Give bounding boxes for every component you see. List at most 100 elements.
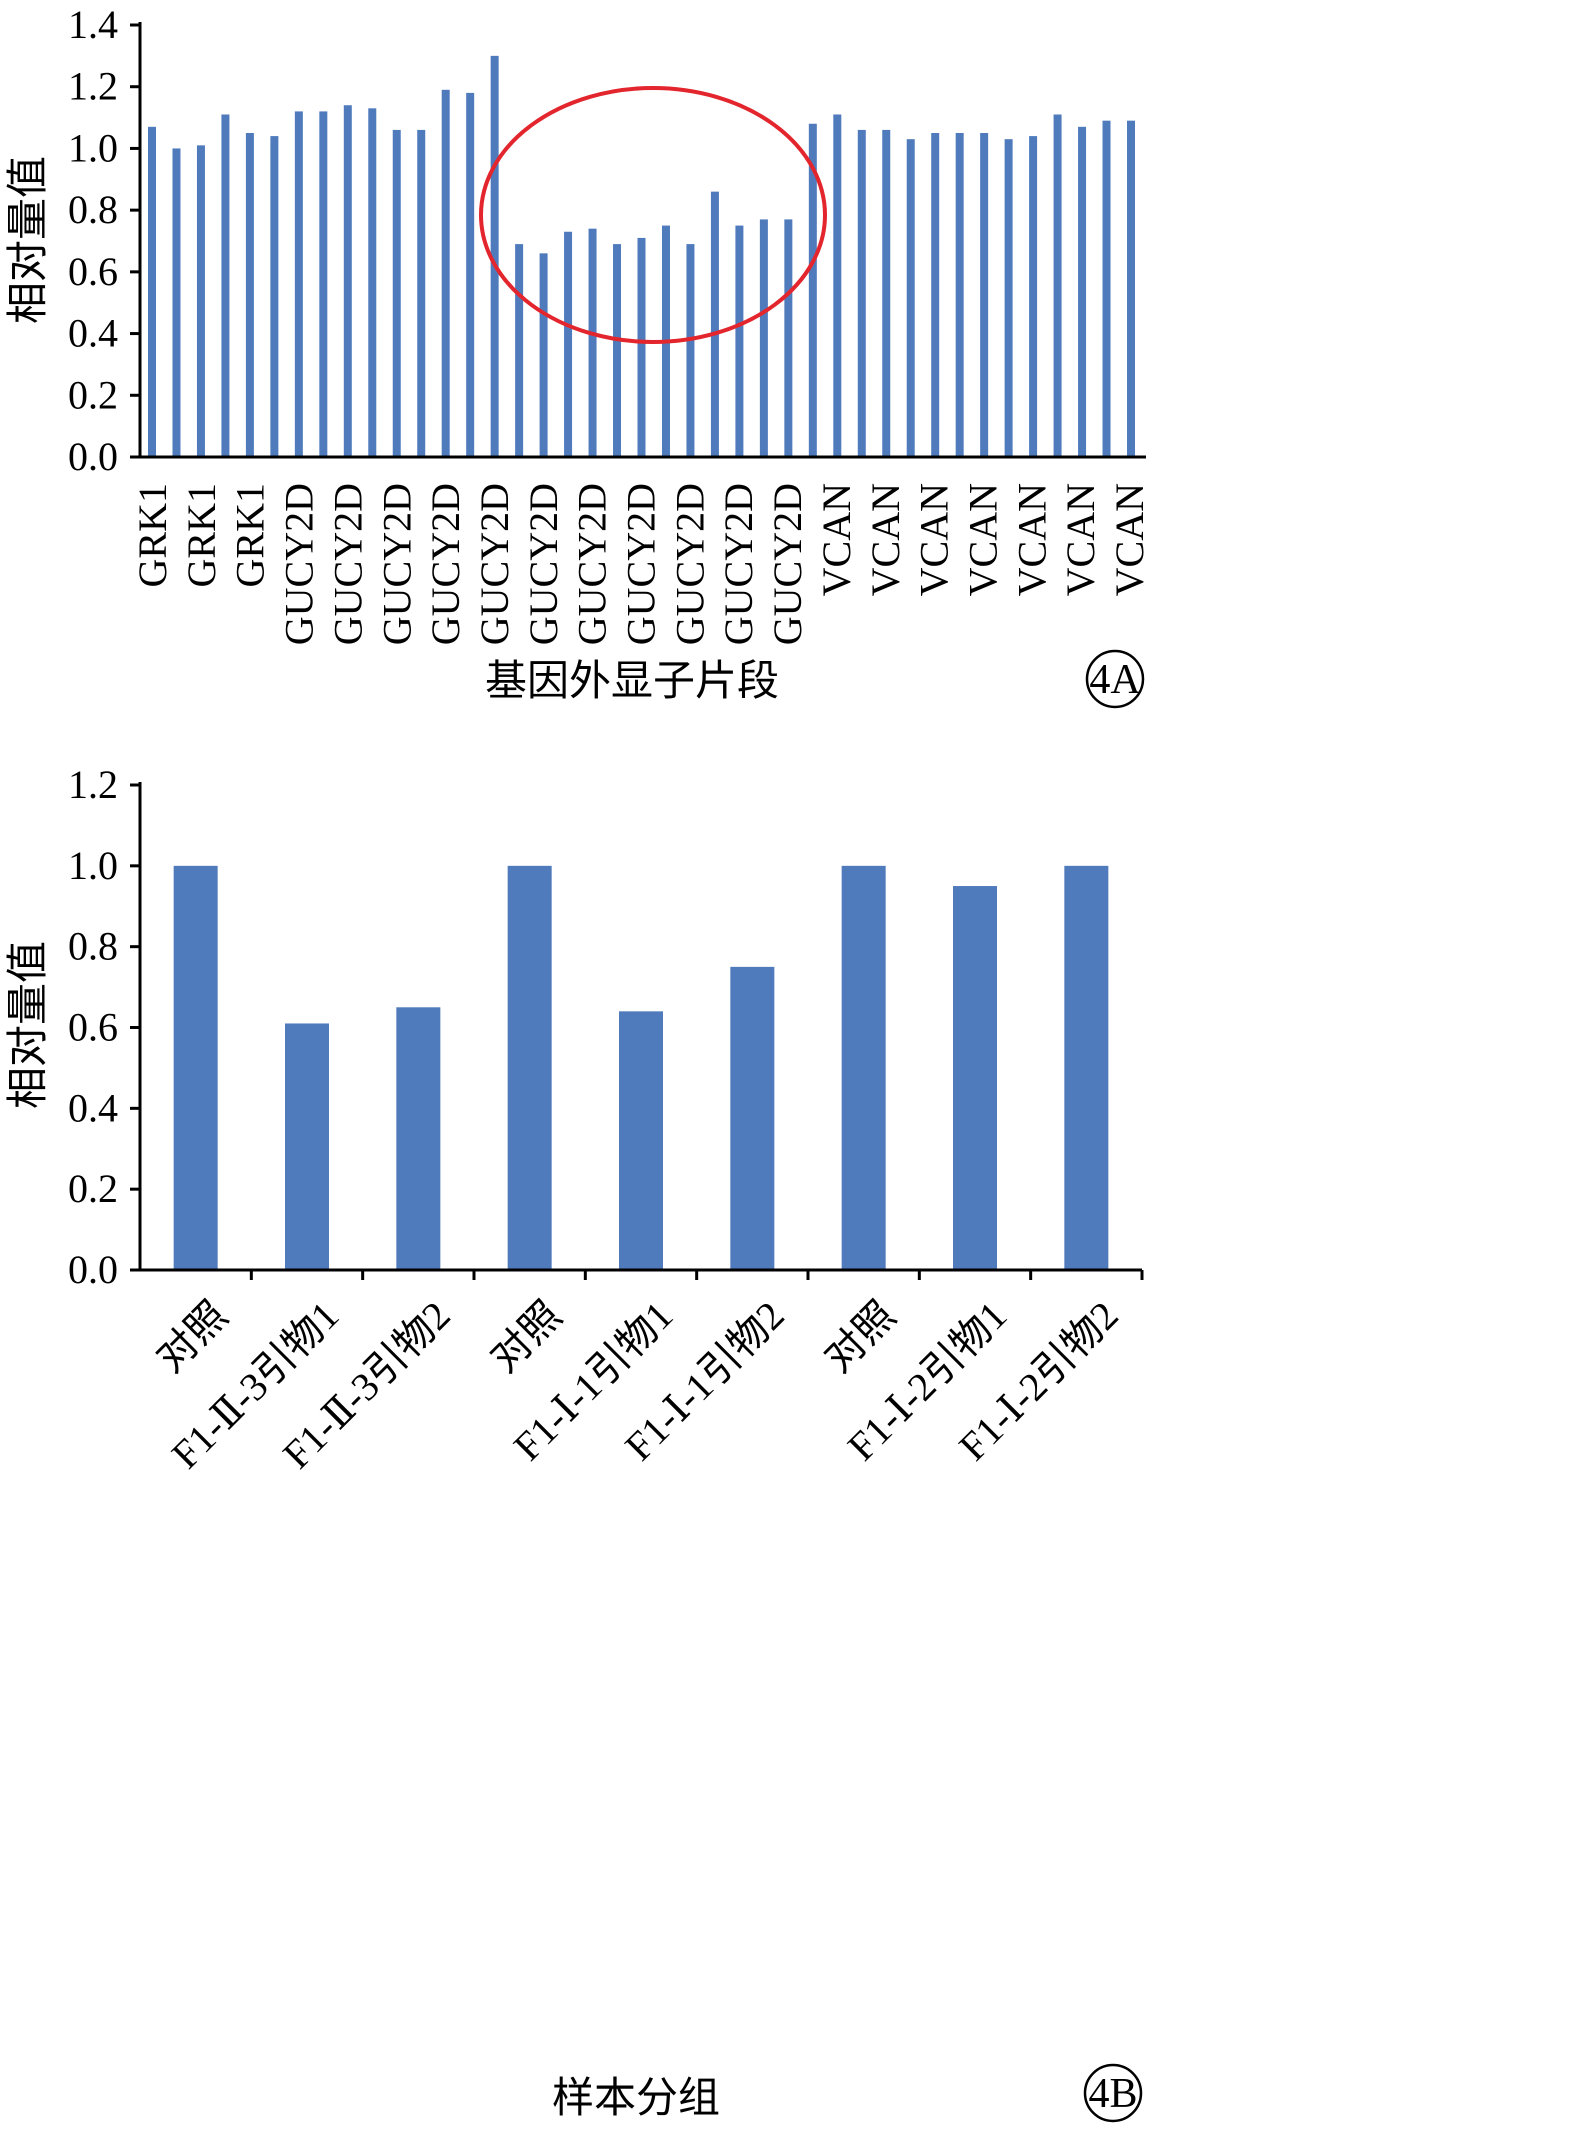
panel-label-circle bbox=[1085, 649, 1145, 709]
x-tick-label: 对照 bbox=[148, 1293, 236, 1381]
bar bbox=[735, 225, 744, 457]
panel-label-circle bbox=[1083, 2063, 1143, 2123]
x-tick-label: GUCY2D bbox=[667, 483, 712, 645]
chart-4b-y-axis-ticks: 0.0 0.2 0.4 0.6 0.8 1.0 1.2 bbox=[68, 762, 1144, 1292]
panel-label-text: 4A bbox=[1089, 657, 1141, 703]
x-tick-label: GUCY2D bbox=[325, 483, 370, 645]
x-tick-label: GUCY2D bbox=[716, 483, 761, 645]
y-tick-label: 1.2 bbox=[68, 762, 118, 807]
chart-4b: 0.0 0.2 0.4 0.6 0.8 1.0 1.2 对照F1-Ⅱ-3引物1F1-Ⅱ-3引… bbox=[3, 762, 1144, 2123]
bar bbox=[953, 886, 997, 1270]
y-tick-label: 0.0 bbox=[68, 1247, 118, 1292]
bar bbox=[841, 865, 886, 1270]
x-tick-label: GUCY2D bbox=[374, 483, 419, 645]
x-tick-label: VCAN bbox=[1107, 483, 1152, 596]
bar bbox=[515, 244, 524, 457]
bar bbox=[368, 108, 377, 458]
bar bbox=[441, 89, 450, 458]
bar bbox=[221, 114, 230, 457]
bar bbox=[833, 114, 842, 457]
x-tick-label: VCAN bbox=[814, 483, 859, 596]
y-tick-label: 0.4 bbox=[68, 1085, 118, 1130]
bar bbox=[172, 148, 181, 457]
y-tick-label: 0.2 bbox=[68, 1166, 118, 1211]
y-tick-label: 0.4 bbox=[68, 311, 118, 356]
bar bbox=[613, 244, 622, 457]
bar bbox=[1078, 126, 1087, 457]
x-tick-label: 对照 bbox=[816, 1293, 904, 1381]
bar bbox=[1053, 114, 1062, 457]
bar bbox=[955, 133, 964, 457]
bar bbox=[857, 129, 866, 457]
bar bbox=[148, 126, 156, 457]
bar bbox=[1064, 865, 1109, 1270]
bar bbox=[417, 129, 426, 457]
bar bbox=[710, 191, 719, 457]
x-tick-label: VCAN bbox=[863, 483, 908, 596]
bar bbox=[730, 966, 775, 1270]
x-tick-label: VCAN bbox=[960, 483, 1005, 596]
chart-4a-x-axis-title: 基因外显子片段 bbox=[485, 656, 779, 705]
y-tick-label: 0.6 bbox=[68, 1005, 118, 1050]
x-tick-label: GUCY2D bbox=[765, 483, 810, 645]
highlight-ellipse bbox=[479, 86, 827, 344]
x-tick-label: GRK1 bbox=[130, 483, 175, 587]
bar bbox=[619, 1011, 663, 1270]
bar bbox=[392, 129, 401, 457]
bar bbox=[980, 133, 989, 457]
bar bbox=[466, 92, 475, 457]
bar bbox=[588, 228, 597, 457]
bar bbox=[343, 105, 352, 457]
panel-label-4a: 4A bbox=[1085, 649, 1145, 709]
bar bbox=[882, 129, 891, 457]
y-tick-label: 1.0 bbox=[68, 843, 118, 888]
x-tick-label: GUCY2D bbox=[423, 483, 468, 645]
bar bbox=[686, 244, 695, 457]
y-tick-label: 0.8 bbox=[68, 187, 118, 232]
y-tick-label: 0.0 bbox=[68, 434, 118, 479]
bar bbox=[906, 139, 915, 457]
panel-label-text: 4B bbox=[1088, 2071, 1137, 2117]
bar bbox=[396, 1007, 441, 1270]
y-tick-label: 1.4 bbox=[68, 2, 118, 47]
bar bbox=[1127, 120, 1135, 458]
bar bbox=[1029, 136, 1038, 458]
chart-4a-x-axis-labels: GRK1 GRK1 GRK1 GUCY2D GUCY2D GUCY2D GUCY2D GUCY… bbox=[130, 483, 1152, 645]
bar bbox=[319, 111, 328, 458]
x-tick-label: VCAN bbox=[1009, 483, 1054, 596]
chart-4a: 0.00.20.40.60.81.01.21.4 GRK1 GRK1 GRK1 GUC… bbox=[3, 2, 1152, 709]
panel-label-4b: 4B bbox=[1083, 2063, 1143, 2123]
x-tick-label: GRK1 bbox=[228, 483, 273, 587]
x-tick-label: GUCY2D bbox=[619, 483, 664, 645]
bar bbox=[808, 123, 817, 457]
x-tick-label: GUCY2D bbox=[277, 483, 322, 645]
chart-4b-y-axis-title: 相对量值 bbox=[3, 941, 52, 1109]
x-tick-label: GUCY2D bbox=[570, 483, 615, 645]
chart-4b-bars bbox=[173, 865, 1109, 1270]
chart-4a-y-axis-title: 相对量值 bbox=[3, 156, 52, 324]
bar bbox=[931, 133, 940, 457]
bar bbox=[784, 219, 793, 457]
y-tick-label: 1.2 bbox=[68, 64, 118, 109]
x-tick-label: VCAN bbox=[1058, 483, 1103, 596]
bar bbox=[539, 253, 548, 457]
chart-4a-bars bbox=[148, 55, 1135, 458]
bar bbox=[1004, 139, 1013, 457]
y-tick-label: 0.2 bbox=[68, 372, 118, 417]
bar bbox=[507, 865, 552, 1270]
bar bbox=[173, 865, 218, 1270]
y-tick-label: 0.6 bbox=[68, 249, 118, 294]
x-tick-label: GRK1 bbox=[179, 483, 224, 587]
chart-4b-x-axis-title: 样本分组 bbox=[552, 2073, 720, 2122]
bar bbox=[285, 1023, 329, 1270]
bar bbox=[245, 133, 254, 457]
x-tick-label: VCAN bbox=[912, 483, 957, 596]
bar bbox=[490, 55, 499, 457]
chart-4a-y-axis-ticks: 0.0 0.2 0.4 0.6 0.8 1.0 1.2 1.4 bbox=[68, 2, 140, 479]
bar bbox=[1102, 120, 1111, 458]
x-tick-label: GUCY2D bbox=[472, 483, 517, 645]
bar bbox=[564, 231, 573, 457]
bar bbox=[196, 145, 205, 458]
